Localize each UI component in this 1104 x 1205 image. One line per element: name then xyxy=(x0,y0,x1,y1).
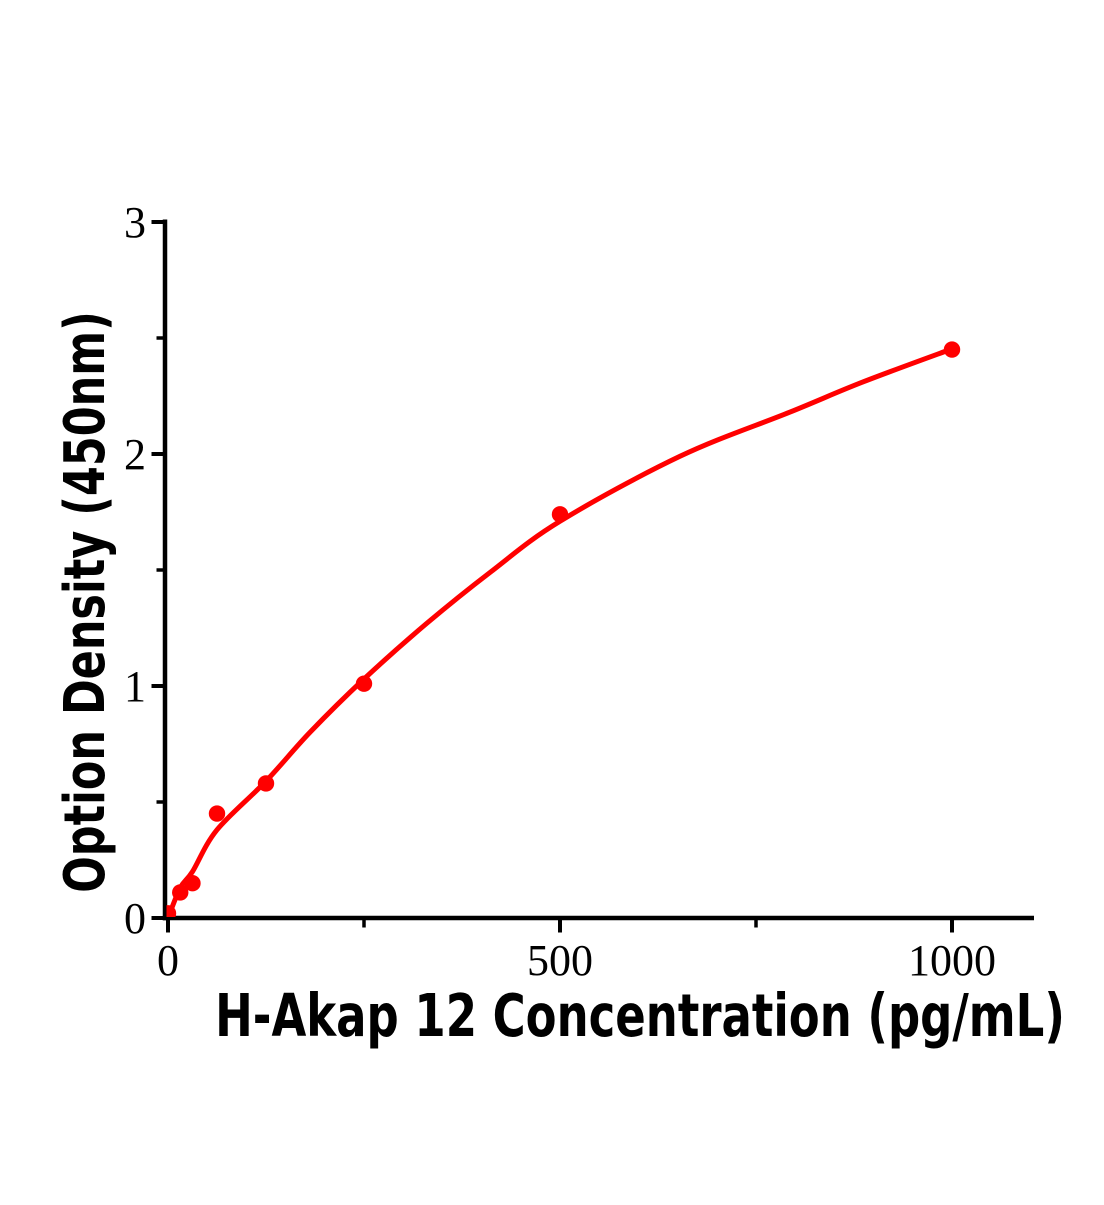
data-point xyxy=(166,905,177,917)
x-axis-title: H-Akap 12 Concentration (pg/mL) xyxy=(215,983,1065,1050)
fit-curve xyxy=(166,346,955,917)
x-ticks xyxy=(166,918,954,933)
x-tick-label: 1000 xyxy=(908,936,996,985)
axes: 0 500 1000 0 1 2 3 xyxy=(124,198,1034,985)
data-series xyxy=(166,341,961,917)
y-axis-title: Option Density (450nm) xyxy=(52,311,117,892)
y-tick-label: 1 xyxy=(124,662,146,711)
y-ticks xyxy=(151,220,166,920)
data-point xyxy=(208,805,226,822)
y-tick-label: 2 xyxy=(124,430,146,479)
data-point xyxy=(257,775,275,792)
data-point xyxy=(172,884,189,901)
y-tick-labels: 0 1 2 3 xyxy=(124,198,146,943)
y-tick-label: 3 xyxy=(124,198,146,247)
data-point xyxy=(184,875,201,892)
data-point xyxy=(943,341,961,358)
data-point xyxy=(355,675,373,692)
data-point xyxy=(551,506,569,523)
x-tick-label: 500 xyxy=(527,936,593,985)
x-tick-labels: 0 500 1000 xyxy=(157,936,996,985)
y-tick-label: 0 xyxy=(124,894,146,943)
x-tick-label: 0 xyxy=(157,936,179,985)
